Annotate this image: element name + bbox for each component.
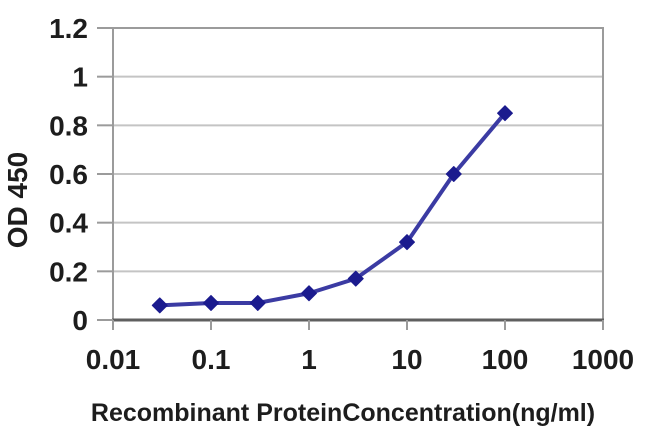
x-axis-title: Recombinant ProteinConcentration(ng/ml): [91, 399, 595, 427]
x-tick-label: 0.01: [86, 344, 141, 375]
y-tick-label: 1.2: [49, 13, 88, 44]
x-tick-label: 1: [301, 344, 317, 375]
y-tick-label: 0.8: [49, 110, 88, 141]
data-point-marker: [203, 294, 219, 311]
y-tick-label: 0.2: [49, 256, 88, 287]
data-point-marker: [399, 234, 415, 251]
x-tick-label: 10: [391, 344, 422, 375]
y-tick-label: 0: [72, 305, 88, 336]
data-point-marker: [301, 285, 317, 302]
y-axis-title: OD 450: [2, 152, 33, 249]
x-tick-label: 1000: [572, 344, 634, 375]
y-tick-label: 0.4: [49, 208, 88, 239]
data-point-marker: [151, 297, 168, 314]
y-tick-label: 1: [72, 62, 88, 93]
data-point-marker: [249, 294, 266, 311]
x-tick-label: 100: [482, 344, 529, 375]
data-point-marker: [497, 105, 513, 122]
y-tick-label: 0.6: [49, 159, 88, 190]
data-point-marker: [347, 270, 364, 287]
x-tick-label: 0.1: [192, 344, 231, 375]
data-point-marker: [445, 166, 462, 182]
